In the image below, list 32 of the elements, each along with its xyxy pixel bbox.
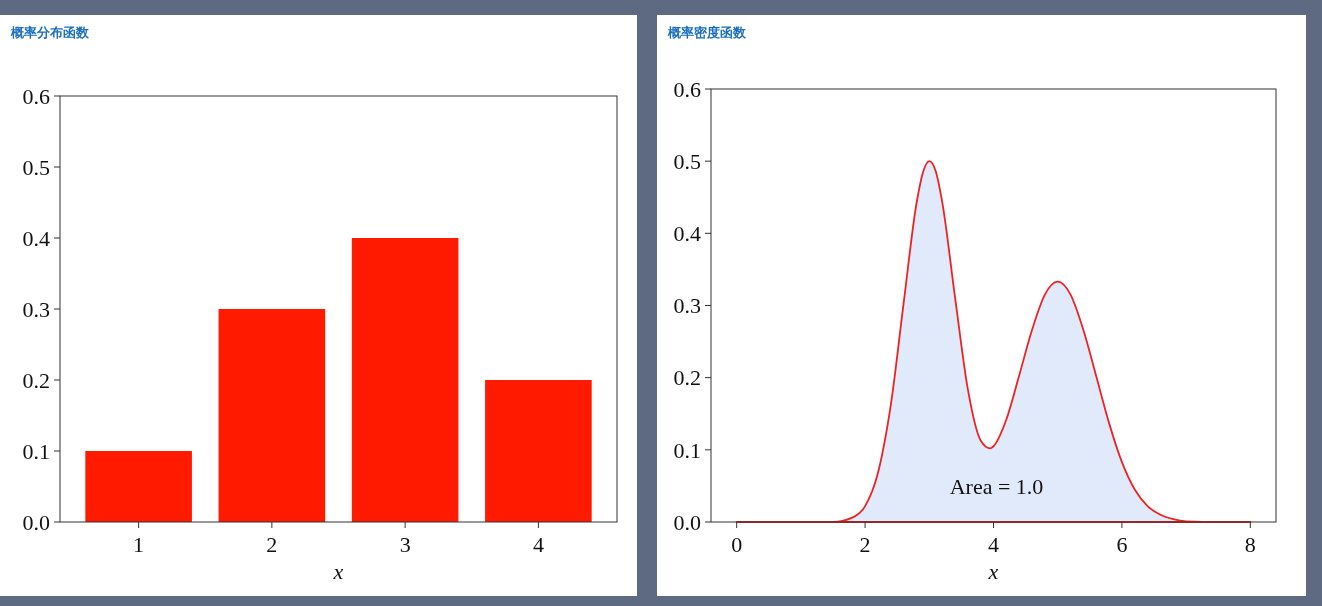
- y-tick-label: 0.4: [673, 221, 701, 247]
- bar: [351, 238, 459, 522]
- y-tick-label: 0.2: [22, 367, 50, 393]
- x-tick-label: 8: [1244, 532, 1256, 557]
- x-axis-title: x: [332, 559, 344, 584]
- y-tick-label: 0.0: [673, 509, 701, 535]
- annotation: Area = 1.0: [949, 474, 1044, 499]
- bar: [218, 309, 326, 522]
- y-tick-label: 0.2: [673, 365, 701, 391]
- x-axis-title: x: [987, 559, 999, 584]
- x-tick-label: 1: [133, 532, 145, 557]
- y-tick-label: 0.5: [22, 154, 50, 180]
- y-tick-label: 0.6: [22, 83, 50, 109]
- x-tick-label: 4: [988, 532, 999, 557]
- y-tick-label: 0.0: [22, 509, 50, 535]
- chart-title: 概率分布函数: [10, 25, 90, 40]
- y-tick-label: 0.1: [22, 438, 50, 464]
- x-tick-label: 3: [399, 532, 411, 557]
- y-tick-label: 0.3: [673, 293, 701, 319]
- x-tick-label: 4: [532, 532, 544, 557]
- y-tick-label: 0.4: [22, 225, 50, 251]
- x-tick-label: 0: [731, 532, 743, 557]
- y-tick-label: 0.1: [673, 437, 701, 463]
- bar: [85, 451, 192, 522]
- x-tick-label: 2: [266, 532, 278, 557]
- bar: [485, 380, 592, 522]
- y-tick-label: 0.5: [673, 148, 701, 174]
- chart-title: 概率密度函数: [667, 25, 747, 40]
- x-tick-label: 6: [1116, 532, 1128, 557]
- x-tick-label: 2: [859, 532, 871, 557]
- y-tick-label: 0.3: [22, 296, 50, 322]
- y-tick-label: 0.6: [673, 76, 701, 102]
